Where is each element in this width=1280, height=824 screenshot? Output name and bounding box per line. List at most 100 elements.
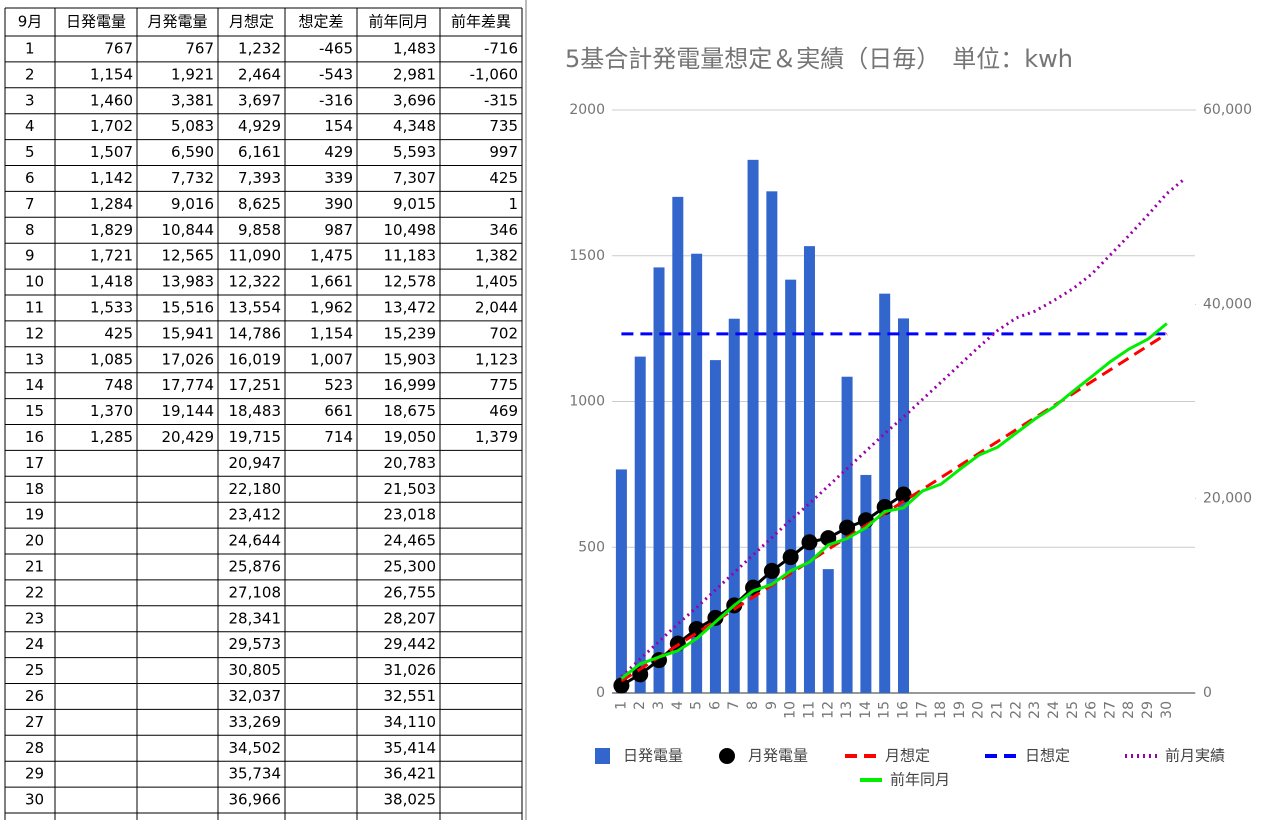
table-cell: 35,734 <box>229 765 282 783</box>
table-cell: 661 <box>324 402 353 420</box>
bar <box>691 253 703 693</box>
column-header: 前年差異 <box>451 13 511 31</box>
table-cell: 1,418 <box>90 273 133 291</box>
table-cell: 19,715 <box>229 428 282 446</box>
legend-label: 日発電量 <box>623 747 683 765</box>
table-cell: 28,207 <box>384 609 437 627</box>
table-cell: 34,110 <box>384 713 437 731</box>
bar <box>898 318 909 693</box>
x-tick-label: 5 <box>689 701 705 710</box>
row-label: 16 <box>25 428 44 446</box>
table-cell: 15,941 <box>162 324 215 342</box>
table-cell: 29,573 <box>229 635 282 653</box>
x-tick-label: 8 <box>745 701 761 710</box>
legend-label: 前月実績 <box>1165 747 1225 765</box>
row-label: 26 <box>25 687 44 705</box>
x-tick-label: 7 <box>726 701 742 710</box>
x-tick-label: 17 <box>914 701 930 719</box>
x-tick-label: 27 <box>1102 701 1118 719</box>
x-tick-label: 21 <box>990 701 1006 719</box>
table-cell: 24,465 <box>384 532 437 550</box>
table-cell: 16,999 <box>384 376 437 394</box>
table-cell: 26,755 <box>384 583 437 601</box>
point <box>707 609 724 626</box>
point <box>763 562 780 579</box>
y2-tick-label: 60,000 <box>1203 102 1252 118</box>
table-cell: 27,108 <box>229 583 282 601</box>
point <box>745 579 762 596</box>
x-tick-label: 25 <box>1065 701 1081 719</box>
x-tick-label: 26 <box>1084 701 1100 719</box>
point <box>613 677 630 694</box>
legend-label: 前年同月 <box>890 771 950 789</box>
table-cell: 9,858 <box>238 221 281 239</box>
row-label: 6 <box>25 169 35 187</box>
table-cell: 33,269 <box>229 713 282 731</box>
table-cell: 6,161 <box>238 143 281 161</box>
row-label: 4 <box>25 117 35 135</box>
table-cell: 18,675 <box>384 402 437 420</box>
table-cell: 18,483 <box>229 402 282 420</box>
row-label: 2 <box>25 65 35 83</box>
legend-label: 日想定 <box>1025 747 1070 765</box>
row-label: 1 <box>25 39 35 57</box>
table-cell: 425 <box>489 169 518 187</box>
row-label: 21 <box>25 557 44 575</box>
table-cell: 775 <box>489 376 518 394</box>
table-cell: 22,180 <box>229 480 282 498</box>
x-tick-label: 28 <box>1121 701 1137 719</box>
table-cell: 1,284 <box>90 195 133 213</box>
column-header: 前年同月 <box>368 13 428 31</box>
bar <box>672 196 684 693</box>
x-tick-label: 20 <box>971 701 987 719</box>
point <box>801 534 818 551</box>
column-header: 想定差 <box>298 13 343 31</box>
column-header: 日発電量 <box>66 13 126 31</box>
table-cell: 1,702 <box>90 117 133 135</box>
table-cell: 1,533 <box>90 298 133 316</box>
table-cell: 10,498 <box>384 221 437 239</box>
table-cell: 38,025 <box>384 791 437 809</box>
x-tick-label: 13 <box>839 701 855 719</box>
table-cell: 13,983 <box>162 273 215 291</box>
column-header: 9月 <box>18 13 43 31</box>
row-label: 23 <box>25 609 44 627</box>
table-cell: 17,251 <box>229 376 282 394</box>
table-cell: 32,551 <box>384 687 437 705</box>
table-cell: 1,829 <box>90 221 133 239</box>
row-label: 3 <box>25 91 35 109</box>
table-cell: 714 <box>324 428 353 446</box>
chart-title: 5基合計発電量想定＆実績（日毎） 単位：kwh <box>565 45 1073 73</box>
table-cell: 997 <box>489 143 518 161</box>
legend-label: 月発電量 <box>748 747 808 765</box>
table-cell: 20,783 <box>384 454 437 472</box>
point <box>688 620 705 637</box>
row-label: 30 <box>25 791 44 809</box>
line <box>620 176 1187 678</box>
table-cell: 9,016 <box>171 195 214 213</box>
x-tick-label: 18 <box>933 701 949 719</box>
table-cell: -1,060 <box>470 65 518 83</box>
table-cell: 1,232 <box>238 39 281 57</box>
row-label: 8 <box>25 221 35 239</box>
table-cell: -316 <box>319 91 353 109</box>
table-cell: 5,083 <box>171 117 214 135</box>
x-tick-label: 19 <box>952 701 968 719</box>
table-cell: 5,593 <box>393 143 436 161</box>
table-cell: 28,341 <box>229 609 282 627</box>
table-cell: 17,774 <box>162 376 215 394</box>
table-cell: 735 <box>489 117 518 135</box>
table-cell: 390 <box>324 195 353 213</box>
bar <box>747 159 759 693</box>
bar <box>615 469 627 693</box>
table-cell: 15,239 <box>384 324 437 342</box>
table-cell: 12,565 <box>162 247 215 265</box>
point <box>632 666 649 683</box>
table-cell: 32,037 <box>229 687 282 705</box>
table-cell: 34,502 <box>229 739 282 757</box>
table-cell: 1,154 <box>310 324 353 342</box>
table-cell: 1,379 <box>475 428 518 446</box>
table-cell: 1,142 <box>90 169 133 187</box>
bar <box>653 267 665 693</box>
table-cell: 9,015 <box>393 195 436 213</box>
